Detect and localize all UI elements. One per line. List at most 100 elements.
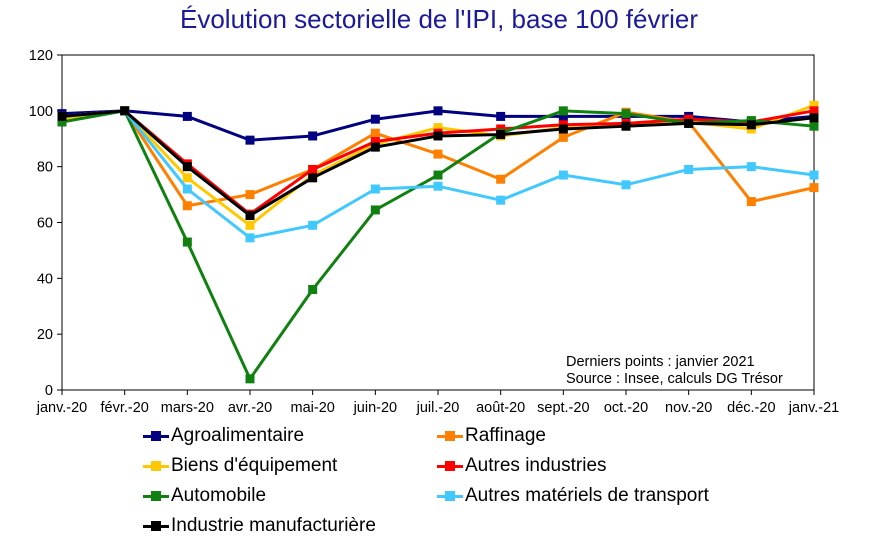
legend-swatch — [143, 490, 169, 502]
data-point — [245, 211, 255, 221]
legend-label: Autres industries — [465, 455, 607, 476]
chart-title: Évolution sectorielle de l'IPI, base 100… — [179, 4, 699, 34]
legend-label: Industrie manufacturière — [171, 515, 376, 536]
data-point — [746, 120, 756, 130]
legend-item: Raffinage — [437, 425, 546, 447]
legend-label: Biens d'équipement — [171, 455, 338, 476]
data-point — [182, 201, 192, 211]
data-point — [621, 180, 631, 190]
legend-swatch — [143, 520, 169, 532]
y-tick-label: 20 — [37, 327, 53, 343]
data-point — [433, 123, 443, 133]
legend-swatch — [143, 430, 169, 442]
data-point — [621, 109, 631, 119]
data-point — [496, 195, 506, 205]
data-point — [558, 106, 568, 116]
annotation-last-points: Derniers points : janvier 2021 — [566, 354, 755, 370]
y-tick-label: 80 — [37, 160, 53, 176]
x-tick-label: janv.-21 — [788, 400, 840, 416]
data-point — [621, 121, 631, 131]
legend-label: Raffinage — [465, 425, 546, 446]
data-point — [182, 173, 192, 183]
data-point — [370, 128, 380, 138]
data-point — [558, 170, 568, 180]
legend-swatch — [437, 430, 463, 442]
data-point — [308, 173, 318, 183]
x-tick-label: sept.-20 — [537, 400, 589, 416]
data-point — [245, 220, 255, 230]
legend-item: Industrie manufacturière — [143, 515, 376, 537]
x-tick-label: août-20 — [476, 400, 525, 416]
data-point — [809, 121, 819, 131]
data-point — [684, 164, 694, 174]
data-point — [433, 106, 443, 116]
data-point — [245, 374, 255, 384]
data-point — [558, 124, 568, 134]
legend-swatch — [437, 460, 463, 472]
annotation-source: Source : Insee, calculs DG Trésor — [566, 371, 783, 387]
legend-label: Autres matériels de transport — [465, 485, 709, 506]
data-point — [684, 118, 694, 128]
data-point — [809, 106, 819, 116]
data-point — [57, 111, 67, 121]
legend-item: Biens d'équipement — [143, 455, 337, 477]
data-point — [370, 184, 380, 194]
data-point — [370, 114, 380, 124]
legend-item: Autres matériels de transport — [437, 485, 709, 507]
y-axis: 0 20 40 60 80 100 120 — [29, 48, 62, 399]
data-point — [746, 197, 756, 207]
y-tick-label: 40 — [37, 271, 53, 287]
legend-item: Agroalimentaire — [143, 425, 304, 447]
data-point — [433, 181, 443, 191]
y-tick-label: 120 — [29, 48, 53, 64]
data-point — [746, 162, 756, 172]
data-point — [245, 233, 255, 243]
x-tick-label: févr.-20 — [100, 400, 148, 416]
legend-swatch — [437, 490, 463, 502]
data-point — [370, 142, 380, 152]
data-point — [496, 111, 506, 121]
x-axis: janv.-20 févr.-20 mars-20 avr.-20 mai-20 juin… — [36, 390, 840, 416]
data-point — [245, 190, 255, 200]
data-point — [57, 117, 67, 127]
data-point — [809, 100, 819, 110]
data-point — [245, 135, 255, 145]
x-tick-label: mars-20 — [161, 400, 214, 416]
legend-item: Automobile — [143, 485, 266, 507]
data-point — [308, 131, 318, 141]
data-point — [809, 183, 819, 193]
x-tick-label: déc.-20 — [727, 400, 775, 416]
y-tick-label: 60 — [37, 216, 53, 232]
x-tick-label: mai-20 — [291, 400, 335, 416]
data-point — [182, 111, 192, 121]
x-tick-label: janv.-20 — [36, 400, 88, 416]
data-point — [558, 111, 568, 121]
data-point — [496, 174, 506, 184]
x-tick-label: oct.-20 — [604, 400, 648, 416]
data-point — [433, 170, 443, 180]
y-tick-label: 100 — [29, 104, 53, 120]
legend-item: Autres industries — [437, 455, 607, 477]
data-point — [558, 132, 568, 142]
data-point — [433, 131, 443, 141]
y-tick-label: 0 — [45, 383, 53, 399]
data-point — [120, 106, 130, 116]
data-point — [182, 162, 192, 172]
x-tick-label: nov.-20 — [665, 400, 712, 416]
x-tick-label: juin-20 — [353, 400, 398, 416]
legend-swatch — [143, 460, 169, 472]
data-point — [370, 137, 380, 147]
data-point — [308, 285, 318, 294]
data-point — [370, 205, 380, 215]
series-layer — [57, 100, 819, 384]
x-tick-label: juil.-20 — [416, 400, 460, 416]
data-point — [308, 220, 318, 230]
x-tick-label: avr.-20 — [228, 400, 272, 416]
data-point — [809, 170, 819, 180]
legend-label: Agroalimentaire — [171, 425, 305, 446]
data-point — [182, 184, 192, 194]
plot-area — [61, 54, 815, 391]
data-point — [496, 130, 506, 140]
data-point — [809, 113, 819, 123]
